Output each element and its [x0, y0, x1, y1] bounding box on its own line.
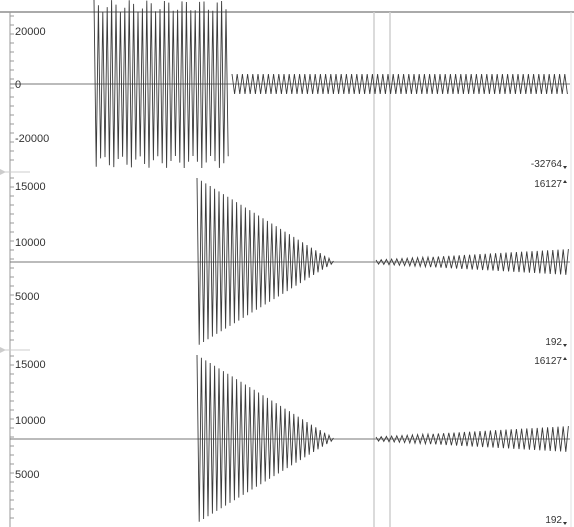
track-1-min-value: -32764: [531, 159, 563, 170]
track-2-min-value: 192: [545, 337, 562, 348]
track-3[interactable]: 15000 10000 5000 16127 192: [10, 354, 570, 526]
track-2-label-5000: 5000: [15, 291, 39, 303]
track-2[interactable]: 15000 10000 5000 16127 192: [10, 177, 570, 348]
track-3-collapse-icon[interactable]: [0, 347, 6, 353]
waveform-path: [196, 354, 334, 522]
track-3-waveform: [196, 354, 569, 522]
track-1-label-neg20000: -20000: [15, 133, 49, 145]
track-1[interactable]: 20000 0 -20000 -32764: [10, 0, 570, 170]
track-3-label-10000: 10000: [15, 415, 46, 427]
track-3-label-5000: 5000: [15, 469, 39, 481]
track-2-collapse-icon[interactable]: [0, 169, 6, 175]
track-1-label-0: 0: [15, 79, 21, 91]
track-3-label-15000: 15000: [15, 359, 46, 371]
track-1-min-marker-icon: [563, 166, 567, 169]
track-1-waveform: [93, 0, 568, 169]
waveform-path: [196, 177, 334, 345]
waveform-path: [375, 426, 569, 452]
track-2-waveform: [196, 177, 569, 345]
track-3-min-marker-icon: [563, 522, 567, 525]
track-2-ticks: [10, 177, 14, 341]
track-2-max-marker-icon: [563, 180, 567, 183]
waveform-path: [375, 249, 569, 275]
track-1-label-20000: 20000: [15, 26, 46, 38]
track-2-max-value: 16127: [534, 179, 562, 190]
waveform-path: [93, 0, 229, 169]
track-3-max-value: 16127: [534, 356, 562, 367]
track-2-label-10000: 10000: [15, 237, 46, 249]
waveform-path: [231, 73, 568, 95]
track-3-max-marker-icon: [563, 357, 567, 360]
track-2-min-marker-icon: [563, 344, 567, 347]
track-2-label-15000: 15000: [15, 181, 46, 193]
track-3-min-value: 192: [545, 515, 562, 526]
track-3-ticks: [10, 355, 14, 519]
track-1-ticks: [10, 15, 14, 161]
